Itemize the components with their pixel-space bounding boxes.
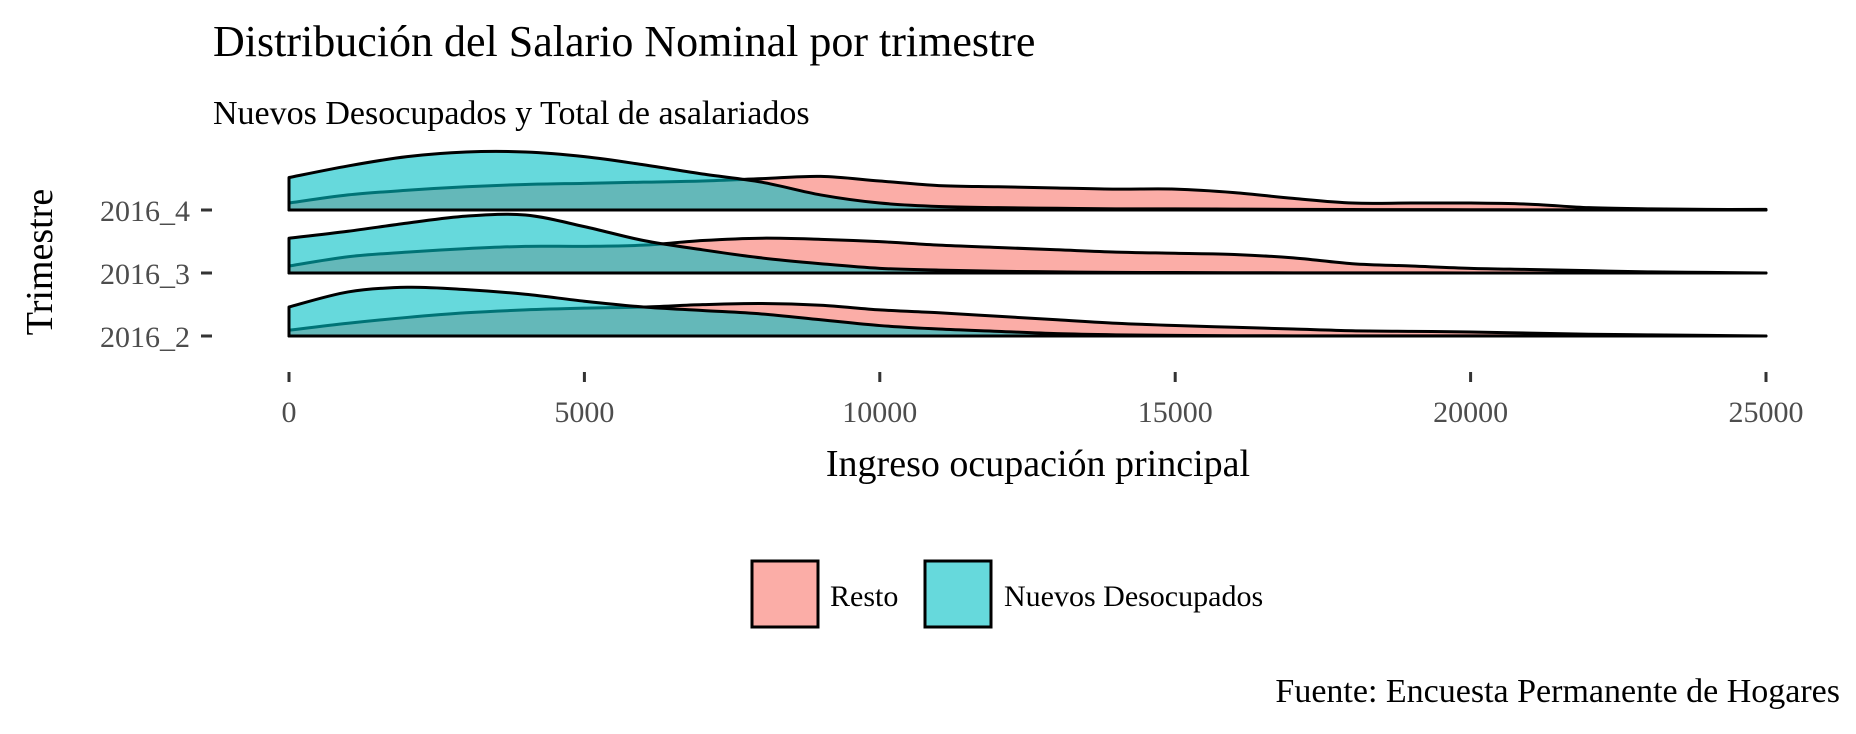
density-nuevos-desocupados-2016-2 xyxy=(287,285,1768,338)
y-tick-label-2016-4: 2016_4 xyxy=(100,195,190,228)
legend-key-nuevos-desocupados xyxy=(923,559,993,629)
x-tick-label-5000: 5000 xyxy=(554,396,614,429)
density-nuevos-desocupados-2016-4 xyxy=(287,149,1768,212)
x-tick-label-15000: 15000 xyxy=(1138,396,1213,429)
x-tick-label-0: 0 xyxy=(282,396,297,429)
legend-key-resto xyxy=(750,559,820,629)
x-tick-label-20000: 20000 xyxy=(1433,396,1508,429)
ridge-2016-4 xyxy=(287,149,1768,212)
legend: Resto Nuevos Desocupados xyxy=(750,559,1263,629)
x-axis: 0 5000 10000 15000 20000 25000 xyxy=(282,372,1804,429)
ridge-2016-2 xyxy=(287,285,1768,338)
y-axis-title: Trimestre xyxy=(19,189,61,335)
ridge-2016-3 xyxy=(287,212,1768,275)
ridges-layer xyxy=(287,149,1768,338)
y-tick-label-2016-3: 2016_3 xyxy=(100,258,190,291)
y-axis: 2016_2 2016_3 2016_4 xyxy=(100,195,212,354)
chart-title: Distribución del Salario Nominal por tri… xyxy=(213,17,1035,66)
chart-subtitle: Nuevos Desocupados y Total de asalariado… xyxy=(213,95,810,132)
y-tick-label-2016-2: 2016_2 xyxy=(100,321,190,354)
legend-label-resto: Resto xyxy=(830,580,898,613)
density-nuevos-desocupados-2016-3 xyxy=(287,212,1768,275)
legend-label-nuevos-desocupados: Nuevos Desocupados xyxy=(1004,580,1263,613)
x-tick-label-25000: 25000 xyxy=(1729,396,1804,429)
chart-caption: Fuente: Encuesta Permanente de Hogares xyxy=(1275,673,1840,710)
x-axis-title: Ingreso ocupación principal xyxy=(826,443,1250,485)
x-tick-label-10000: 10000 xyxy=(842,396,917,429)
